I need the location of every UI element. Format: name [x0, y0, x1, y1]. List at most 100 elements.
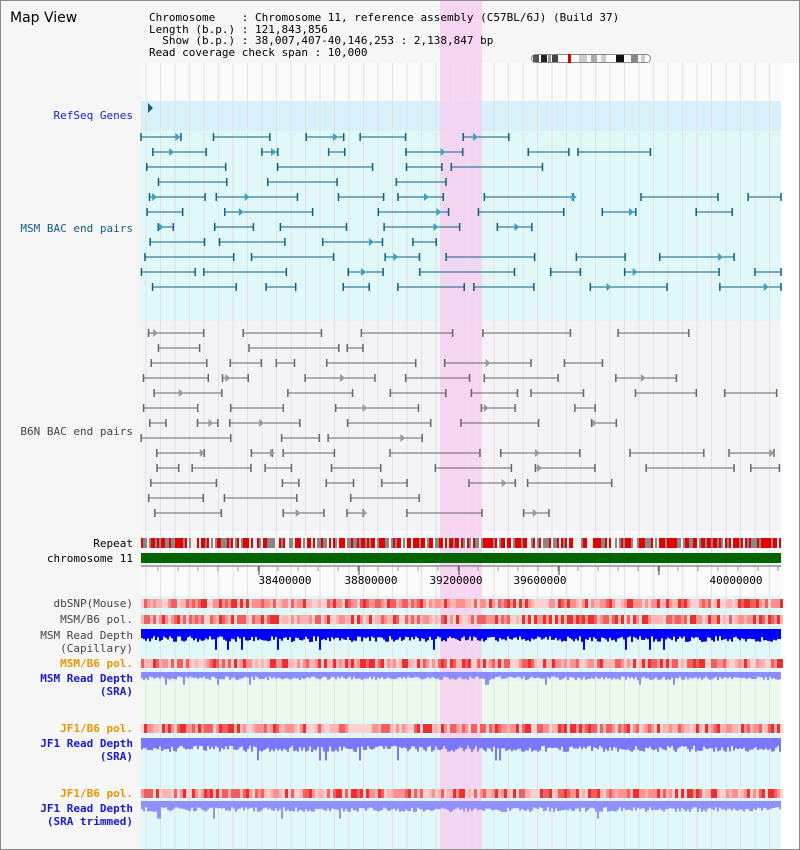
heatmap-cell [147, 724, 150, 733]
depth-bar [265, 629, 267, 641]
heatmap-cell [318, 659, 321, 668]
heatmap-cell [426, 724, 429, 733]
depth-bar [231, 672, 233, 679]
track-label-repeat[interactable]: Repeat [93, 537, 133, 550]
track-label-chromosome[interactable]: chromosome 11 [46, 552, 133, 565]
heatmap-cell [270, 789, 273, 798]
depth-bar [595, 738, 597, 748]
repeat-mark [379, 538, 381, 548]
depth-bar [439, 672, 441, 680]
depth-bar [315, 801, 317, 809]
heatmap-cell [240, 724, 243, 733]
track-label-msm-bac[interactable]: MSM BAC end pairs [20, 222, 133, 235]
depth-bar [741, 672, 743, 679]
depth-bar [175, 801, 177, 808]
track-label-msm-depth-capillary[interactable]: MSM Read Depth [40, 629, 133, 642]
heatmap-cell [771, 599, 774, 608]
heatmap-cell [285, 615, 288, 624]
track-label-msm-b6-pol[interactable]: MSM/B6 pol. [60, 613, 133, 626]
heatmap-cell [147, 615, 150, 624]
track-label-b6n-bac[interactable]: B6N BAC end pairs [20, 425, 133, 438]
depth-bar [449, 738, 451, 752]
heatmap-cell [234, 659, 237, 668]
track-label-jf1-b6-pol[interactable]: JF1/B6 pol. [60, 722, 133, 735]
heatmap-cell [780, 724, 783, 733]
repeat-mark [771, 538, 773, 548]
depth-bar [309, 629, 311, 642]
depth-bar [299, 629, 301, 640]
depth-bar [593, 672, 595, 679]
depth-bar [227, 738, 229, 750]
track-label-jf1-depth-sra[interactable]: JF1 Read Depth [40, 737, 133, 750]
depth-bar [263, 738, 265, 751]
heatmap-cell [396, 599, 399, 608]
depth-bar [655, 629, 657, 640]
depth-bar [751, 672, 753, 679]
heatmap-cell [612, 599, 615, 608]
heatmap-cell [435, 724, 438, 733]
heatmap-cell [720, 724, 723, 733]
heatmap-cell [507, 615, 510, 624]
depth-bar [207, 801, 209, 810]
track-label-msm-depth-sra[interactable]: MSM Read Depth [40, 672, 133, 685]
depth-bar [375, 672, 377, 680]
track-label-jf1-b6-pol-trimmed[interactable]: JF1/B6 pol. [60, 787, 133, 800]
heatmap-cell [555, 659, 558, 668]
track-label-msm-b6-pol-sra[interactable]: MSM/B6 pol. [60, 657, 133, 670]
heatmap-cell [345, 615, 348, 624]
depth-bar [149, 672, 151, 677]
depth-bar [759, 672, 761, 678]
repeat-mark [521, 538, 523, 548]
depth-bar [453, 629, 455, 639]
heatmap-cell [423, 659, 426, 668]
heatmap-cell [186, 724, 189, 733]
chromosome-ideogram[interactable] [531, 54, 651, 63]
repeat-mark [553, 538, 555, 548]
depth-bar [435, 801, 437, 809]
track-label-jf1-depth-trimmed[interactable]: JF1 Read Depth [40, 802, 133, 815]
heatmap-cell [600, 789, 603, 798]
depth-bar [601, 629, 603, 638]
b6n-bac-pair-arrow [640, 374, 646, 382]
heatmap-cell [672, 789, 675, 798]
track-label-dbsnp[interactable]: dbSNP(Mouse) [53, 597, 133, 610]
heatmap-cell [384, 659, 387, 668]
depth-bar [443, 672, 445, 677]
depth-bar [281, 801, 283, 819]
heatmap-cell [687, 659, 690, 668]
info-line-coverage: Read coverage check span : 10,000 [149, 45, 368, 59]
heatmap-cell [642, 615, 645, 624]
depth-bar [467, 672, 469, 680]
heatmap-cell [348, 599, 351, 608]
depth-bar [629, 629, 631, 637]
heatmap-cell [273, 615, 276, 624]
heatmap-cell [186, 659, 189, 668]
depth-bar [519, 801, 521, 811]
heatmap-cell [324, 724, 327, 733]
depth-bar [503, 738, 505, 749]
depth-bar [573, 738, 575, 749]
repeat-mark [329, 538, 331, 548]
depth-bar [681, 801, 683, 808]
heatmap-cell [588, 599, 591, 608]
depth-bar [757, 629, 759, 642]
heatmap-cell [180, 615, 183, 624]
repeat-mark [735, 538, 737, 548]
depth-bar [469, 629, 471, 637]
heatmap-cell [696, 789, 699, 798]
depth-bar [633, 672, 635, 679]
heatmap-cell [753, 615, 756, 624]
heatmap-cell [462, 599, 465, 608]
repeat-mark [563, 538, 565, 548]
heatmap-cell [390, 615, 393, 624]
heatmap-cell [294, 659, 297, 668]
track-label-refseq[interactable]: RefSeq Genes [53, 109, 133, 122]
heatmap-cell [591, 659, 594, 668]
depth-bar [471, 629, 473, 641]
heatmap-cell [330, 724, 333, 733]
depth-bar [713, 738, 715, 752]
heatmap-cell [351, 599, 354, 608]
heatmap-cell [189, 789, 192, 798]
depth-bar [673, 801, 675, 809]
